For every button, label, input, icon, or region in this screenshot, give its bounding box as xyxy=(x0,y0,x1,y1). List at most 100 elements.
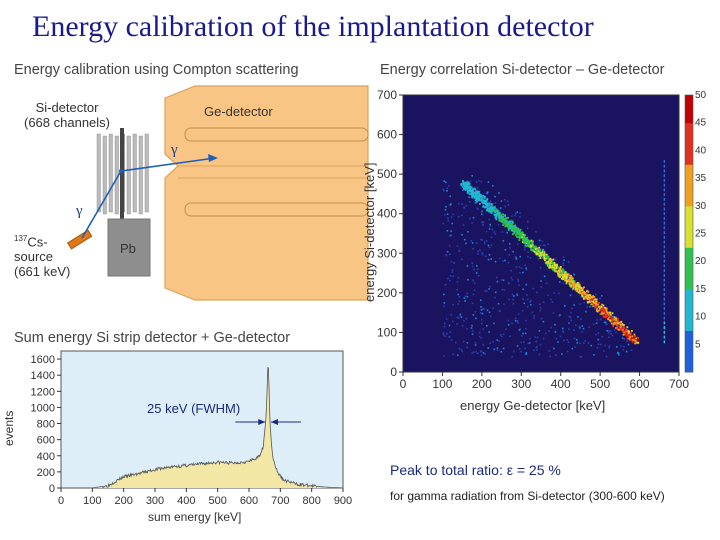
heatmap-cell xyxy=(531,242,534,245)
heatmap-cell xyxy=(578,283,581,286)
heatmap-cell xyxy=(562,331,565,334)
heatmap-cell xyxy=(509,246,511,249)
heatmap-cell xyxy=(548,266,551,269)
heatmap-cell xyxy=(494,213,497,216)
heatmap-cell xyxy=(493,213,496,216)
heatmap-cell xyxy=(604,311,606,313)
heatmap-cell xyxy=(605,307,608,310)
heatmap-cell xyxy=(478,331,481,334)
heatmap-cell xyxy=(615,320,618,323)
heatmap-cell xyxy=(593,303,596,306)
heatmap-cell xyxy=(556,266,559,269)
heatmap-cell xyxy=(508,243,511,245)
heatmap-cell xyxy=(592,302,595,304)
heatmap-cell xyxy=(529,301,531,303)
heatmap-cell xyxy=(473,187,476,190)
heatmap-cell xyxy=(585,293,588,296)
heatmap-cell xyxy=(567,278,569,280)
heatmap-cell xyxy=(469,180,472,183)
heatmap-cell xyxy=(480,337,483,339)
heatmap-cell xyxy=(573,304,575,306)
heatmap-cell xyxy=(475,199,478,202)
heatmap-cell xyxy=(549,266,552,269)
heatmap-cell xyxy=(568,328,570,330)
heatmap-cell xyxy=(527,255,529,258)
heatmap-cell xyxy=(505,221,507,224)
colorbar-segment xyxy=(685,247,693,255)
heatmap-cell xyxy=(563,339,565,342)
heatmap-cell xyxy=(574,346,577,348)
colorbar-segment xyxy=(685,240,693,248)
heatmap-cell xyxy=(595,333,597,336)
heatmap-cell xyxy=(538,249,541,251)
heatmap-cell xyxy=(507,319,510,322)
heatmap-cell xyxy=(554,258,557,261)
heatmap-cell xyxy=(663,307,666,311)
sum-xtick-label: 100 xyxy=(83,495,101,507)
heatmap-cell xyxy=(490,244,493,247)
heatmap-cell xyxy=(580,293,583,296)
heatmap-cell xyxy=(466,295,469,298)
heatmap-cell xyxy=(575,287,578,290)
heatmap-cell xyxy=(632,336,635,339)
heatmap-axes: 0 100 200 300 400 500 600 700 0 100 200 300 400 500 60… xyxy=(377,88,689,391)
heatmap-cell xyxy=(511,219,513,222)
heatmap-cell xyxy=(480,198,483,200)
heatmap-cell xyxy=(486,198,489,200)
heatmap-cell xyxy=(479,312,482,314)
heatmap-cell xyxy=(517,280,520,282)
sum-xtick-label: 600 xyxy=(240,495,258,507)
heatmap-cell xyxy=(512,302,515,305)
heatmap-cell xyxy=(469,189,472,192)
heatmap-cell xyxy=(526,294,528,296)
heatmap-cell xyxy=(529,240,532,243)
heatmap-cell xyxy=(512,298,514,301)
heatmap-cell xyxy=(580,296,583,298)
heatmap-cell xyxy=(558,292,560,295)
colorbar-tick-label: 25 xyxy=(695,229,707,240)
heatmap-cell xyxy=(502,347,505,350)
heatmap-cell xyxy=(522,271,524,274)
heatmap-cell xyxy=(448,253,451,256)
heatmap-cell xyxy=(542,320,545,323)
heatmap-cell xyxy=(524,244,527,247)
heatmap-cell xyxy=(466,346,468,349)
heatmap-cell xyxy=(608,311,611,314)
heatmap-cell xyxy=(495,216,497,219)
heatmap-cell xyxy=(494,209,497,212)
heatmap-cell xyxy=(595,300,598,303)
colorbar-segment xyxy=(685,365,693,373)
heatmap-cell xyxy=(503,222,506,225)
heatmap-cell xyxy=(466,265,469,267)
heatmap-cell xyxy=(490,211,493,214)
heatmap-cell xyxy=(532,240,534,243)
heatmap-cell xyxy=(501,220,504,223)
si-plate xyxy=(102,135,107,215)
heatmap-cell xyxy=(603,321,606,324)
heatmap-cell xyxy=(527,245,530,248)
heatmap-cell xyxy=(634,338,636,341)
heatmap-cell xyxy=(540,317,543,320)
heatmap-cell xyxy=(601,303,603,306)
heatmap-cell xyxy=(590,300,593,303)
source-label-line1: Cs- xyxy=(27,234,48,250)
heatmap-cell xyxy=(498,309,501,312)
heatmap-cell xyxy=(611,315,614,318)
heatmap-cell xyxy=(554,264,556,266)
heatmap-cell xyxy=(663,164,666,168)
heatmap-cell xyxy=(501,217,503,220)
heatmap-cell xyxy=(518,232,521,235)
heatmap-cell xyxy=(663,330,666,334)
heatmap-cell xyxy=(450,234,452,237)
heatmap-cell xyxy=(586,306,589,308)
heatmap-cell xyxy=(540,254,543,257)
heatmap-cell xyxy=(473,268,476,271)
heatmap-cell xyxy=(464,184,467,187)
heatmap-cell xyxy=(475,200,478,203)
si-plate xyxy=(144,133,149,213)
heatmap-cell xyxy=(517,227,520,229)
heatmap-cell xyxy=(462,180,464,182)
heatmap-cell xyxy=(581,331,583,333)
heatmap-cell xyxy=(631,341,634,344)
heatmap-cell xyxy=(573,281,576,283)
